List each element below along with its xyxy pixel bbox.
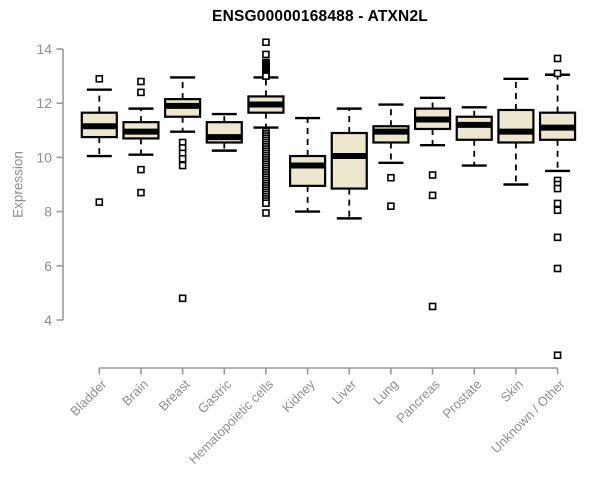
outlier-point: [178, 161, 187, 170]
outlier-point: [137, 165, 145, 174]
outlier-point: [428, 191, 437, 200]
box-unknown-other: [538, 54, 577, 360]
box-pancreas: [413, 96, 452, 311]
x-category-label: Bladder: [67, 376, 110, 419]
y-tick-label: 6: [44, 258, 52, 274]
x-category-label: Prostate: [440, 377, 485, 422]
iqr-box: [497, 108, 535, 144]
outlier-point: [262, 72, 270, 80]
outlier-point: [553, 351, 562, 360]
outlier-point: [553, 233, 562, 242]
outlier-point: [387, 173, 395, 182]
y-tick-label: 8: [44, 204, 52, 220]
iqr-box: [289, 154, 327, 187]
iqr-box: [330, 131, 368, 190]
outlier-point: [553, 54, 562, 63]
outlier-point: [95, 75, 104, 83]
outlier-point: [178, 154, 187, 163]
outlier-point: [553, 264, 562, 273]
x-category-label: Lung: [370, 377, 401, 408]
box-prostate: [455, 106, 493, 167]
outlier-point: [95, 198, 104, 206]
box-breast: [164, 76, 202, 303]
box-gastric: [205, 112, 243, 152]
y-tick-label: 10: [36, 149, 52, 165]
box-lung: [372, 103, 410, 210]
outlier-point: [137, 88, 145, 97]
outlier-point: [178, 294, 187, 303]
x-category-label: Unknown / Other: [488, 376, 568, 456]
outlier-point: [428, 171, 437, 179]
x-category-label: Gastric: [195, 376, 235, 416]
outlier-point: [262, 50, 270, 59]
box-hematopoietic-cells: [247, 38, 285, 217]
y-tick-label: 14: [36, 41, 52, 57]
x-category-label: Brain: [119, 377, 151, 409]
x-category-label: Breast: [156, 376, 193, 413]
box-brain: [122, 77, 160, 197]
outlier-point: [262, 199, 270, 207]
outlier-point: [553, 69, 562, 78]
outlier-point: [553, 184, 562, 193]
y-tick-label: 4: [44, 312, 52, 328]
outlier-point: [428, 302, 437, 311]
iqr-box: [455, 115, 493, 141]
x-category-label: Skin: [498, 377, 526, 405]
x-category-label: Liver: [329, 376, 360, 407]
x-category-label: Kidney: [279, 376, 318, 415]
box-liver: [330, 107, 368, 220]
outlier-point: [262, 38, 270, 47]
box-skin: [497, 77, 535, 186]
box-kidney: [289, 116, 327, 213]
outlier-point: [262, 209, 270, 217]
x-category-label: Pancreas: [393, 376, 443, 426]
outlier-point: [137, 77, 145, 86]
outlier-point: [553, 206, 562, 215]
outlier-point: [387, 202, 395, 210]
outlier-point: [553, 199, 562, 208]
box-bladder: [80, 75, 118, 206]
outlier-point: [137, 188, 145, 197]
y-tick-label: 12: [36, 95, 52, 111]
chart-title: ENSG00000168488 - ATXN2L: [212, 8, 428, 25]
